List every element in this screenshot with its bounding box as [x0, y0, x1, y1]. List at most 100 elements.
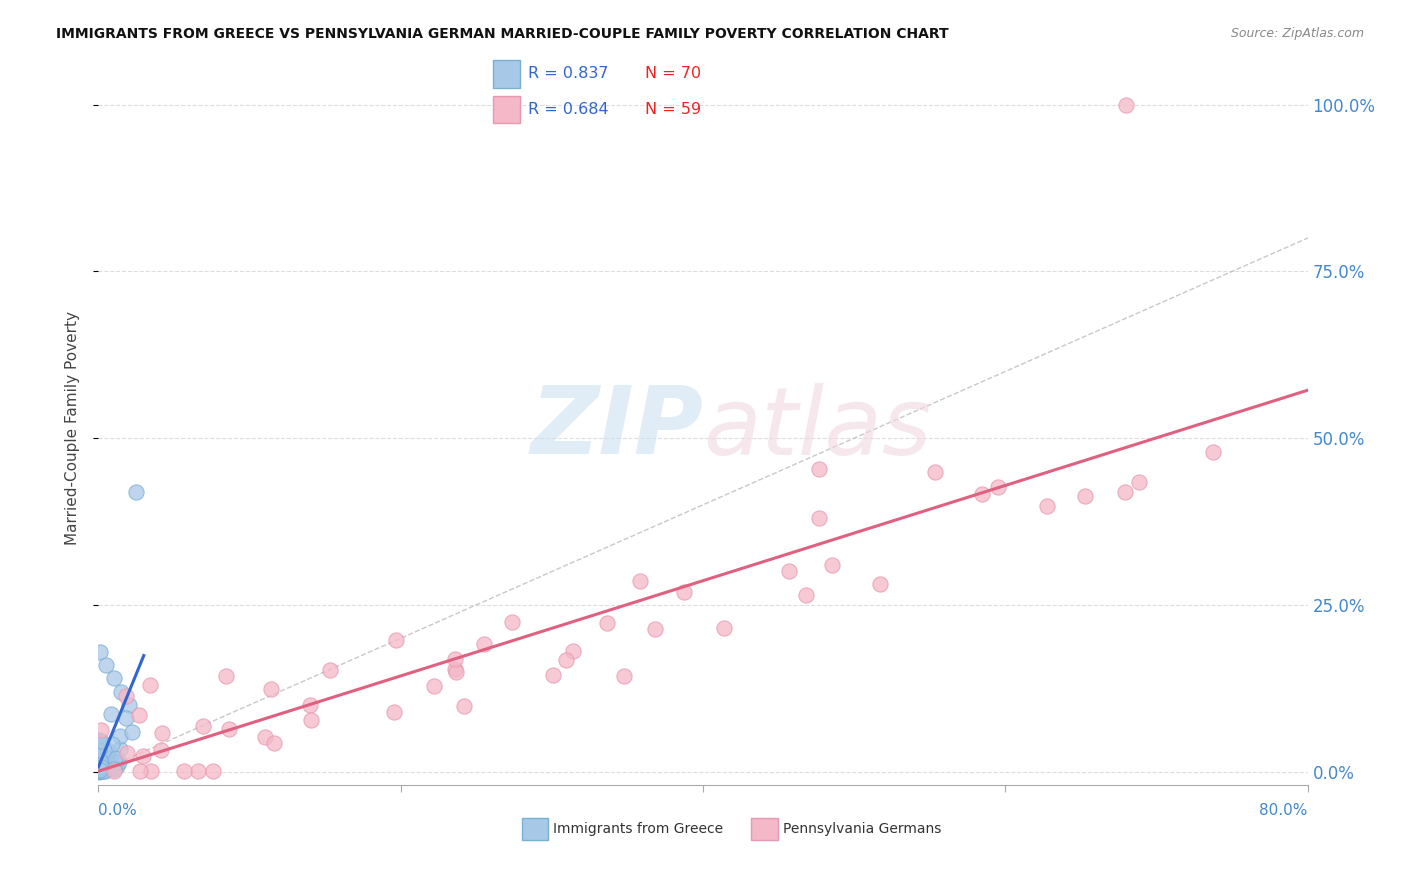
- Point: [104, 751, 127, 765]
- Point: [93, 759, 115, 773]
- Point: [821, 558, 844, 573]
- Point: [108, 742, 131, 756]
- Point: [103, 671, 125, 685]
- Point: [89, 759, 111, 773]
- Point: [105, 756, 128, 770]
- Text: 80.0%: 80.0%: [1260, 803, 1308, 818]
- Point: [807, 510, 830, 524]
- Point: [90, 758, 112, 772]
- Point: [89, 763, 111, 777]
- Point: [1073, 489, 1095, 503]
- Point: [628, 574, 651, 589]
- FancyBboxPatch shape: [751, 819, 778, 840]
- Point: [201, 764, 224, 778]
- Text: Pennsylvania Germans: Pennsylvania Germans: [783, 822, 941, 836]
- Point: [90, 723, 112, 737]
- Point: [89, 754, 111, 768]
- Point: [187, 764, 209, 778]
- Point: [96, 760, 118, 774]
- Point: [110, 684, 132, 698]
- Point: [869, 577, 891, 591]
- Point: [129, 764, 152, 778]
- Point: [91, 756, 114, 770]
- Point: [218, 722, 240, 736]
- FancyBboxPatch shape: [522, 819, 548, 840]
- Point: [87, 764, 110, 779]
- Point: [89, 745, 111, 759]
- Point: [778, 565, 800, 579]
- Point: [98, 748, 121, 763]
- Point: [253, 730, 276, 744]
- Y-axis label: Married-Couple Family Poverty: Married-Couple Family Poverty: [65, 311, 80, 545]
- Point: [87, 764, 110, 778]
- Point: [89, 759, 111, 773]
- Point: [96, 742, 118, 756]
- Point: [107, 755, 129, 769]
- Point: [118, 698, 141, 712]
- Point: [384, 632, 406, 647]
- Point: [89, 762, 111, 776]
- Point: [97, 751, 120, 765]
- Point: [562, 644, 585, 658]
- Point: [139, 764, 162, 778]
- FancyBboxPatch shape: [494, 61, 520, 87]
- Point: [94, 746, 117, 760]
- Point: [319, 663, 342, 677]
- Point: [87, 747, 110, 762]
- Point: [595, 616, 617, 631]
- Text: R = 0.684: R = 0.684: [527, 102, 609, 117]
- Point: [1114, 484, 1136, 499]
- Point: [103, 764, 125, 778]
- Text: R = 0.837: R = 0.837: [527, 67, 609, 81]
- Point: [90, 738, 112, 752]
- Point: [89, 747, 111, 762]
- Point: [101, 737, 124, 751]
- Point: [554, 653, 576, 667]
- Text: atlas: atlas: [703, 383, 931, 474]
- Point: [121, 724, 143, 739]
- Point: [1035, 499, 1057, 513]
- Point: [139, 678, 162, 692]
- Point: [972, 487, 994, 501]
- Point: [108, 729, 131, 743]
- Point: [89, 743, 111, 757]
- FancyBboxPatch shape: [494, 96, 520, 123]
- Point: [101, 761, 124, 775]
- Point: [924, 465, 946, 479]
- Point: [260, 681, 283, 696]
- Point: [794, 588, 817, 602]
- Point: [613, 669, 636, 683]
- Text: N = 70: N = 70: [645, 67, 702, 81]
- Point: [501, 615, 523, 629]
- Point: [97, 757, 120, 772]
- Text: 0.0%: 0.0%: [98, 803, 138, 818]
- Point: [90, 741, 112, 756]
- Point: [1128, 475, 1150, 490]
- Point: [89, 757, 111, 772]
- Point: [91, 764, 114, 778]
- Point: [1115, 97, 1137, 112]
- Point: [89, 764, 111, 778]
- Point: [1202, 445, 1225, 459]
- Point: [103, 762, 125, 776]
- Point: [115, 689, 138, 703]
- Point: [90, 751, 112, 765]
- Point: [472, 637, 495, 651]
- Point: [114, 711, 136, 725]
- Point: [91, 747, 114, 761]
- Point: [128, 707, 150, 722]
- Point: [91, 760, 114, 774]
- Point: [94, 762, 117, 776]
- Point: [91, 755, 114, 769]
- Point: [541, 668, 564, 682]
- Text: Immigrants from Greece: Immigrants from Greece: [553, 822, 723, 836]
- Point: [672, 585, 695, 599]
- Point: [93, 754, 115, 768]
- Point: [173, 764, 195, 778]
- Point: [132, 748, 155, 763]
- Point: [444, 662, 467, 676]
- Text: IMMIGRANTS FROM GREECE VS PENNSYLVANIA GERMAN MARRIED-COUPLE FAMILY POVERTY CORR: IMMIGRANTS FROM GREECE VS PENNSYLVANIA G…: [56, 27, 949, 41]
- Point: [89, 644, 111, 658]
- Point: [93, 743, 115, 757]
- Point: [105, 758, 128, 772]
